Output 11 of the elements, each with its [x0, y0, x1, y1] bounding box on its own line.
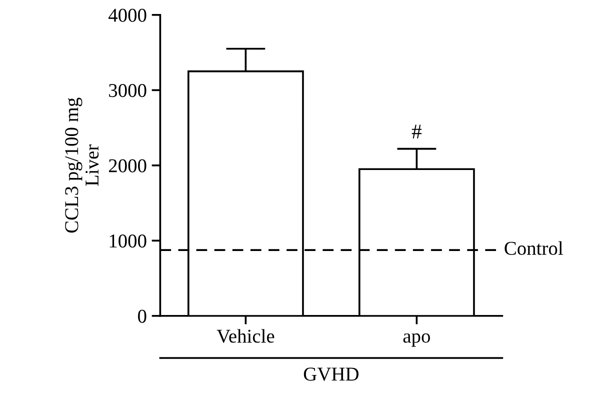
y-tick-label: 1000: [110, 234, 146, 248]
ref-line-label: Control: [504, 241, 563, 255]
x-tick-label: apo: [403, 333, 430, 347]
y-tick-label: 4000: [108, 8, 146, 22]
text: GVHD: [304, 368, 359, 381]
y-tick-label: 2000: [108, 159, 146, 172]
y-tick-label: 0: [138, 310, 146, 323]
y-axis-title: CCL3 pg/100 mg Liver: [65, 98, 99, 233]
y-tick-label: 3000: [109, 84, 146, 98]
x-tick-label: Vehicle: [216, 329, 274, 343]
annotation: #: [412, 124, 422, 138]
